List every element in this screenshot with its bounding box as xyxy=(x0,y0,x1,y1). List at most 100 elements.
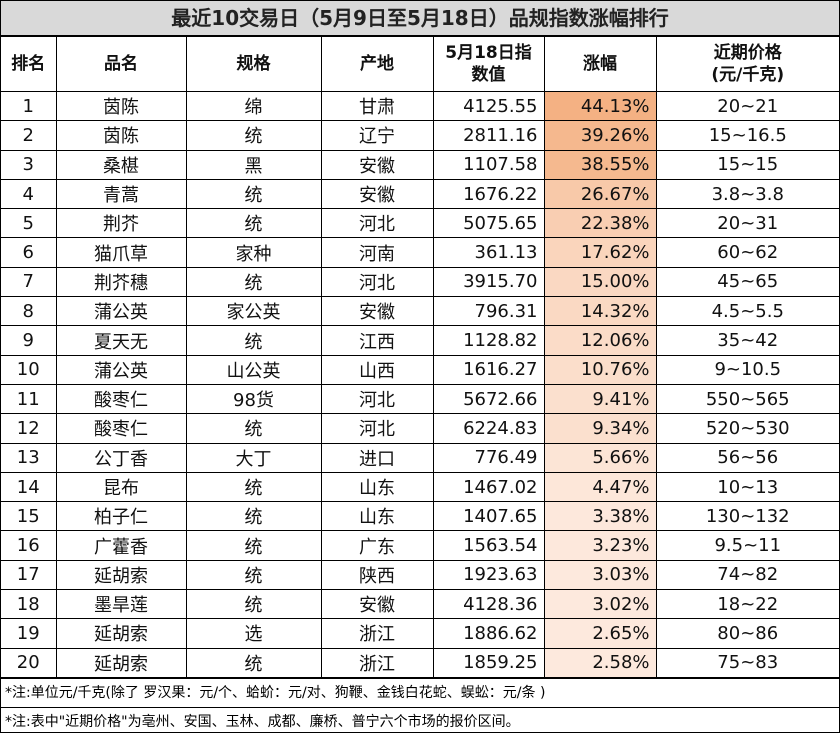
table-cell: 河南 xyxy=(320,237,434,268)
table-cell: 3.8~3.8 xyxy=(655,178,839,210)
table-cell: 74~82 xyxy=(655,559,839,591)
table-cell: 9.5~11 xyxy=(655,530,839,561)
table-cell: 1676.22 xyxy=(432,178,545,210)
table-cell: 山东 xyxy=(320,501,434,532)
table-cell: 延胡索 xyxy=(55,618,187,649)
table-cell: 公丁香 xyxy=(55,442,187,473)
table-row: 4 青蒿统安徽 1676.22 26.67% 3.8~3.8 xyxy=(1,178,839,210)
header-row: 排名 品名 规格 产地 5月18日指数值 涨幅 近期价格(元/千克) xyxy=(1,36,839,92)
table-row: 7 荆芥穗统河北 3915.70 15.00% 45~65 xyxy=(1,266,839,298)
table-cell: 浙江 xyxy=(320,618,434,649)
table-cell: 统 xyxy=(185,178,322,210)
table-cell: 9.41% xyxy=(543,383,657,415)
table-row: 14 昆布统山东 1467.02 4.47% 10~13 xyxy=(1,471,839,503)
table-cell: 18~22 xyxy=(655,589,839,620)
table-row: 1 茵陈绵甘肃 4125.55 44.13% 20~21 xyxy=(1,90,839,122)
table-cell: 7 xyxy=(1,266,57,298)
table-cell: 5075.65 xyxy=(432,208,545,239)
table-cell: 统 xyxy=(185,501,322,532)
table-cell: 1886.62 xyxy=(432,618,545,649)
table-cell: 河北 xyxy=(320,383,434,415)
table-cell: 1467.02 xyxy=(432,471,545,503)
table-cell: 浙江 xyxy=(320,647,434,678)
table-cell: 统 xyxy=(185,266,322,298)
table-cell: 776.49 xyxy=(432,442,545,473)
column-header: 5月18日指数值 xyxy=(432,36,545,92)
table-cell: 4 xyxy=(1,178,57,210)
table-cell: 2811.16 xyxy=(432,120,545,151)
table-cell: 9 xyxy=(1,325,57,356)
table-cell: 16 xyxy=(1,530,57,561)
footnote: *注:单位元/千克(除了 罗汉果：元/个、蛤蚧：元/对、狗鞭、金钱白花蛇、蜈蚣：… xyxy=(1,677,839,707)
table-cell: 柏子仁 xyxy=(55,501,187,532)
table-cell: 6224.83 xyxy=(432,413,545,444)
table-cell: 11 xyxy=(1,383,57,415)
table-cell: 3.23% xyxy=(543,530,657,561)
table-cell: 选 xyxy=(185,618,322,649)
table-cell: 18 xyxy=(1,589,57,620)
table-cell: 安徽 xyxy=(320,589,434,620)
table-cell: 1 xyxy=(1,90,57,122)
table-cell: 统 xyxy=(185,647,322,678)
table-row: 11 酸枣仁 98货 河北 5672.66 9.41% 550~565 xyxy=(1,383,839,415)
table-cell: 39.26% xyxy=(543,120,657,151)
table-cell: 14 xyxy=(1,471,57,503)
footnote: *注:表中"近期价格"为亳州、安国、玉林、成都、廉桥、普宁六个市场的报价区间。 xyxy=(1,706,839,736)
table-cell: 家种 xyxy=(185,237,322,268)
table-cell: 5.66% xyxy=(543,442,657,473)
table-cell: 统 xyxy=(185,589,322,620)
table-cell: 56~56 xyxy=(655,442,839,473)
table-cell: 荆芥穗 xyxy=(55,266,187,298)
table-row: 16 广藿香统广东 1563.54 3.23% 9.5~11 xyxy=(1,530,839,561)
table-cell: 22.38% xyxy=(543,208,657,239)
column-header-text: 涨幅 xyxy=(583,54,617,74)
table-cell: 60~62 xyxy=(655,237,839,268)
table-cell: 猫爪草 xyxy=(55,237,187,268)
table-cell: 墨旱莲 xyxy=(55,589,187,620)
table-cell: 山西 xyxy=(320,354,434,385)
table-cell: 2 xyxy=(1,120,57,151)
table-cell: 昆布 xyxy=(55,471,187,503)
column-header: 涨幅 xyxy=(543,36,657,92)
column-header-text: 近期价格(元/千克) xyxy=(711,43,785,85)
table-cell: 15~16.5 xyxy=(655,120,839,151)
table-cell: 统 xyxy=(185,208,322,239)
title: 最近10交易日（5月9日至5月18日）品规指数涨幅排行 xyxy=(1,1,839,36)
table-row: 18 墨旱莲统安徽 4128.36 3.02% 18~22 xyxy=(1,589,839,620)
table-cell: 茵陈 xyxy=(55,90,187,122)
table-cell: 荆芥 xyxy=(55,208,187,239)
table-cell: 44.13% xyxy=(543,90,657,122)
table-cell: 蒲公英 xyxy=(55,354,187,385)
table-cell: 桑椹 xyxy=(55,149,187,180)
table-cell: 大丁 xyxy=(185,442,322,473)
table-cell: 12.06% xyxy=(543,325,657,356)
table-cell: 10 xyxy=(1,354,57,385)
table-row: 8 蒲公英 家公英 安徽 796.31 14.32% 4.5~5.5 xyxy=(1,296,839,327)
table-cell: 5672.66 xyxy=(432,383,545,415)
table-row: 10 蒲公英 山公英 山西 1616.27 10.76% 9~10.5 xyxy=(1,354,839,385)
table-cell: 河北 xyxy=(320,208,434,239)
table-cell: 10~13 xyxy=(655,471,839,503)
table-cell: 26.67% xyxy=(543,178,657,210)
table-cell: 17 xyxy=(1,559,57,591)
table-cell: 98货 xyxy=(185,383,322,415)
column-header-text: 产地 xyxy=(360,54,394,74)
table-cell: 山东 xyxy=(320,471,434,503)
table-cell: 10.76% xyxy=(543,354,657,385)
table-cell: 1107.58 xyxy=(432,149,545,180)
table-cell: 4.47% xyxy=(543,471,657,503)
table-cell: 安徽 xyxy=(320,296,434,327)
table-cell: 20 xyxy=(1,647,57,678)
table-cell: 山公英 xyxy=(185,354,322,385)
table-cell: 550~565 xyxy=(655,383,839,415)
table-cell: 2.65% xyxy=(543,618,657,649)
table-cell: 进口 xyxy=(320,442,434,473)
table-cell: 38.55% xyxy=(543,149,657,180)
table-row: 19 延胡索选浙江 1886.62 2.65% 80~86 xyxy=(1,618,839,649)
column-header-text: 品名 xyxy=(104,54,138,74)
table-cell: 陕西 xyxy=(320,559,434,591)
table-cell: 夏天无 xyxy=(55,325,187,356)
column-header: 产地 xyxy=(320,36,434,92)
table-cell: 19 xyxy=(1,618,57,649)
